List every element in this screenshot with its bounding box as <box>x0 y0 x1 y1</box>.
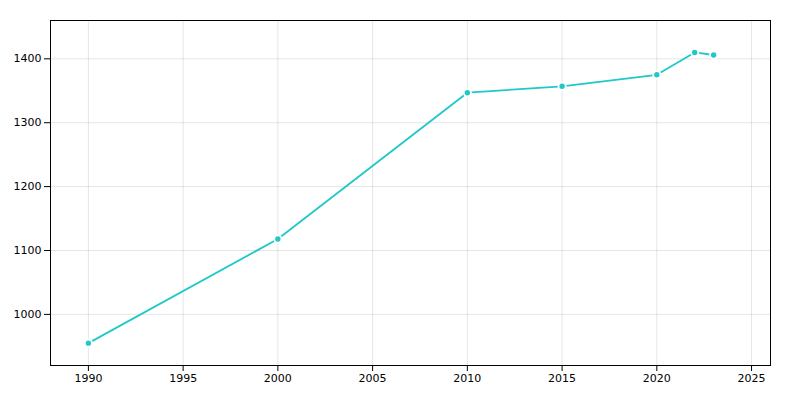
svg-text:1995: 1995 <box>169 372 197 385</box>
svg-text:2020: 2020 <box>643 372 671 385</box>
svg-text:2000: 2000 <box>264 372 292 385</box>
svg-text:1990: 1990 <box>74 372 102 385</box>
svg-text:1400: 1400 <box>14 52 42 65</box>
svg-text:2010: 2010 <box>453 372 481 385</box>
svg-text:2005: 2005 <box>359 372 387 385</box>
svg-text:1100: 1100 <box>14 244 42 257</box>
svg-text:1000: 1000 <box>14 308 42 321</box>
svg-text:1200: 1200 <box>14 180 42 193</box>
svg-text:2025: 2025 <box>738 372 766 385</box>
svg-text:1300: 1300 <box>14 116 42 129</box>
svg-text:2015: 2015 <box>548 372 576 385</box>
